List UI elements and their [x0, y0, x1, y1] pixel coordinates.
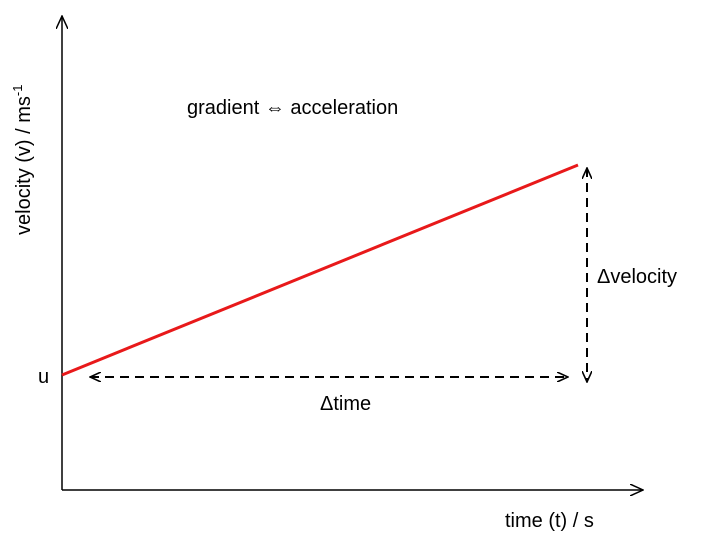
velocity-line [61, 163, 579, 377]
intercept-label: u [38, 366, 49, 388]
x-axis-label: time (t) / s [505, 510, 594, 532]
delta-time-label: Δtime [320, 393, 371, 415]
y-axis-label: velocity (v) / ms-1 [10, 85, 35, 235]
delta-velocity-label: Δvelocity [597, 266, 677, 288]
y-label-superscript: -1 [10, 85, 25, 97]
y-label-text: velocity (v) / ms [13, 96, 35, 235]
gradient-label: gradient ⇔ acceleration [187, 97, 398, 119]
